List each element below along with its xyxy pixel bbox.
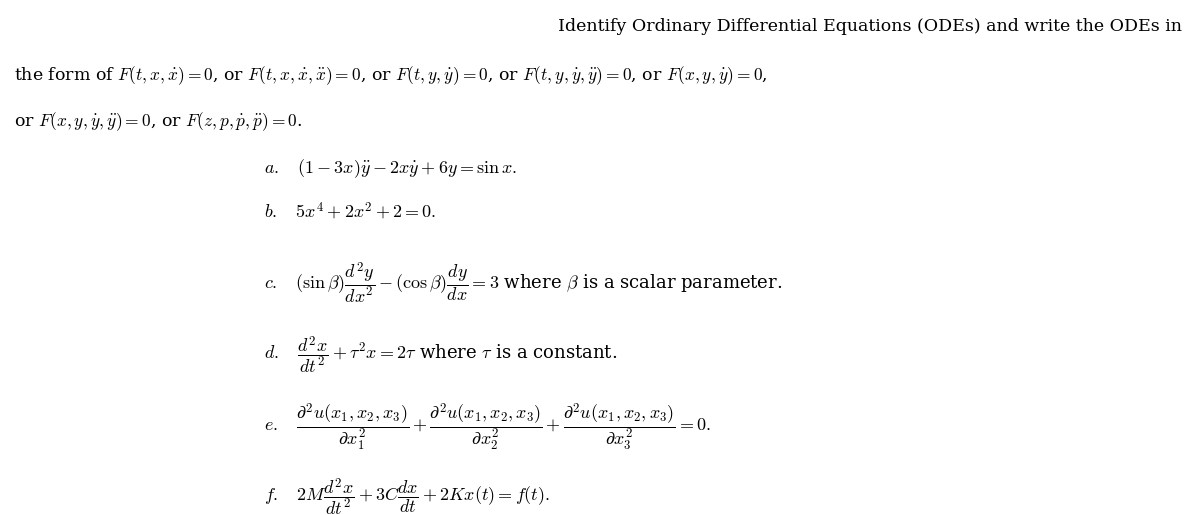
Text: $a.\quad (1-3x)\ddot{y} - 2x\dot{y} + 6y = \sin x.$: $a.\quad (1-3x)\ddot{y} - 2x\dot{y} + 6y…: [264, 157, 517, 180]
Text: $f.\quad 2M\dfrac{d^2x}{dt^2} + 3C\dfrac{dx}{dt} + 2Kx(t) = f(t).$: $f.\quad 2M\dfrac{d^2x}{dt^2} + 3C\dfrac…: [264, 476, 550, 515]
Text: or $F(x, y, \dot{y}, \ddot{y}) = 0$, or $F(z, p, \dot{p}, \ddot{p}) = 0$.: or $F(x, y, \dot{y}, \ddot{y}) = 0$, or …: [14, 111, 302, 133]
Text: $c.\quad (\sin\beta)\dfrac{d^2y}{dx^2} - (\cos\beta)\dfrac{dy}{dx} = 3$ where $\: $c.\quad (\sin\beta)\dfrac{d^2y}{dx^2} -…: [264, 260, 782, 305]
Text: $d.\quad \dfrac{d^2x}{dt^2} + \tau^2 x = 2\tau$ where $\tau$ is a constant.: $d.\quad \dfrac{d^2x}{dt^2} + \tau^2 x =…: [264, 335, 617, 376]
Text: $b.\quad 5x^4 + 2x^2 + 2 = 0.$: $b.\quad 5x^4 + 2x^2 + 2 = 0.$: [264, 201, 437, 222]
Text: the form of $F(t, x, \dot{x}) = 0$, or $F(t, x, \dot{x}, \ddot{x}) = 0$, or $F(t: the form of $F(t, x, \dot{x}) = 0$, or $…: [14, 64, 768, 87]
Text: $e.\quad \dfrac{\partial^2 u(x_1, x_2, x_3)}{\partial x_1^2} + \dfrac{\partial^2: $e.\quad \dfrac{\partial^2 u(x_1, x_2, x…: [264, 402, 712, 453]
Text: Identify Ordinary Differential Equations (ODEs) and write the ODEs in: Identify Ordinary Differential Equations…: [558, 18, 1182, 35]
